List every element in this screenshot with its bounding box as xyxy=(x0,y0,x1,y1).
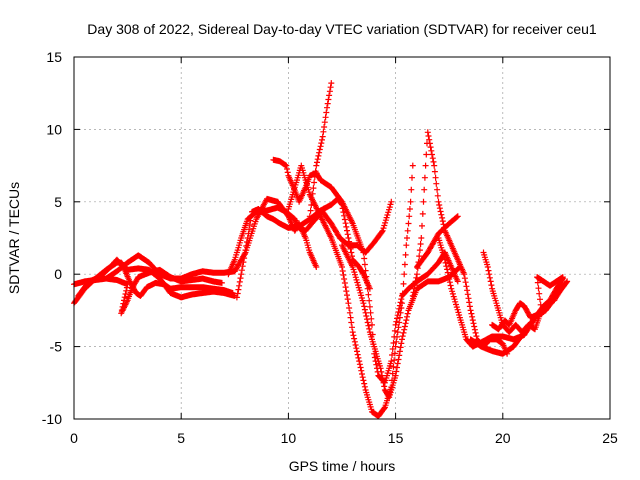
series-markers xyxy=(270,156,461,386)
chart-title: Day 308 of 2022, Sidereal Day-to-day VTE… xyxy=(87,21,597,37)
series-markers xyxy=(467,274,566,357)
y-tick-label: 5 xyxy=(54,194,62,210)
y-axis-label: SDTVAR / TECUs xyxy=(6,182,22,294)
series-markers xyxy=(285,162,416,420)
x-tick-label: 10 xyxy=(281,430,297,446)
series-markers xyxy=(414,213,461,270)
y-tick-label: -10 xyxy=(42,411,62,427)
series-sat-l xyxy=(414,213,461,270)
series-markers xyxy=(339,242,463,401)
x-axis-label: GPS time / hours xyxy=(289,458,396,474)
x-tick-label: 5 xyxy=(177,430,185,446)
series-sat-j xyxy=(339,242,463,401)
plot-frame xyxy=(73,56,611,420)
series-sat-p xyxy=(467,274,566,357)
y-tick-label: -5 xyxy=(50,339,63,355)
y-tick-label: 15 xyxy=(46,49,62,65)
x-tick-label: 0 xyxy=(70,430,78,446)
y-tick-label: 0 xyxy=(54,266,62,282)
x-tick-label: 25 xyxy=(602,430,618,446)
y-tick-label: 10 xyxy=(46,121,62,137)
series-sat-g xyxy=(270,156,461,386)
data-points xyxy=(71,80,571,420)
series-sat-i xyxy=(285,162,416,420)
axis-ticks: 0 5 10 15 20 25 -10 -5 0 5 10 15 xyxy=(42,49,618,446)
x-tick-label: 15 xyxy=(388,430,404,446)
x-tick-label: 20 xyxy=(495,430,511,446)
grid-lines xyxy=(74,57,610,419)
